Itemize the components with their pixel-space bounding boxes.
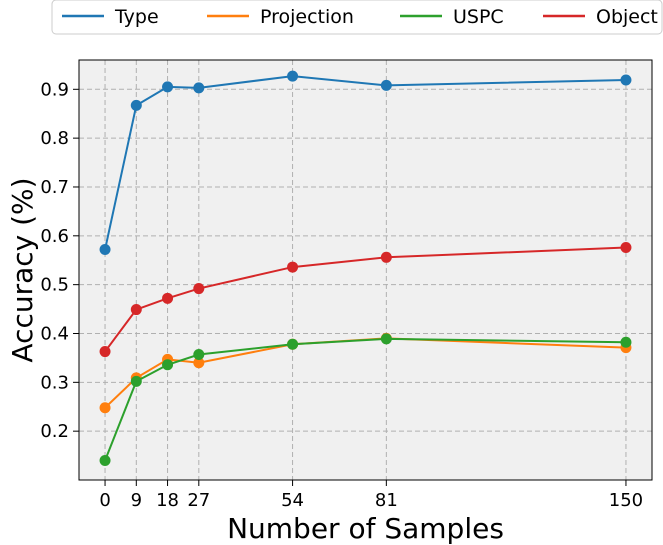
data-point-object — [380, 251, 392, 263]
y-axis-label: Accuracy (%) — [6, 177, 39, 362]
data-point-uspc — [130, 375, 142, 387]
data-point-uspc — [162, 359, 174, 371]
data-point-uspc — [287, 338, 299, 350]
series-type — [99, 70, 632, 255]
data-point-object — [162, 292, 174, 304]
data-point-object — [287, 261, 299, 273]
x-tick-label: 81 — [375, 490, 398, 511]
series-layer — [99, 70, 632, 466]
x-tick-label: 9 — [131, 490, 142, 511]
y-tick-label: 0.5 — [40, 275, 69, 296]
data-point-projection — [99, 402, 111, 414]
y-tick-label: 0.9 — [40, 79, 69, 100]
y-axis: 0.2 0.3 0.4 0.5 0.6 0.7 0.8 0.9 — [40, 79, 79, 442]
y-tick-label: 0.7 — [40, 177, 69, 198]
data-point-type — [99, 243, 111, 255]
legend: Type Projection USPC Object — [51, 0, 663, 35]
data-point-object — [193, 283, 205, 295]
data-point-uspc — [620, 336, 632, 348]
x-tick-label: 27 — [187, 490, 210, 511]
data-point-type — [162, 81, 174, 93]
y-tick-label: 0.8 — [40, 128, 69, 149]
x-tick-label: 150 — [609, 490, 643, 511]
data-point-object — [99, 346, 111, 358]
data-point-type — [193, 82, 205, 94]
series-object — [99, 242, 632, 358]
data-point-type — [380, 79, 392, 91]
y-tick-label: 0.6 — [40, 226, 69, 247]
x-tick-label: 54 — [281, 490, 304, 511]
legend-label-uspc: USPC — [453, 6, 504, 28]
data-point-object — [130, 304, 142, 316]
x-axis: 0 9 18 27 54 81 150 — [99, 480, 643, 511]
data-point-uspc — [380, 333, 392, 345]
series-uspc — [99, 333, 632, 466]
legend-label-type: Type — [114, 6, 159, 28]
legend-label-projection: Projection — [260, 6, 354, 28]
y-tick-label: 0.4 — [40, 323, 69, 344]
plot-area — [79, 60, 652, 480]
legend-box — [51, 0, 663, 35]
x-tick-label: 0 — [99, 490, 110, 511]
y-tick-label: 0.3 — [40, 372, 69, 393]
plot-frame — [78, 59, 653, 481]
x-tick-label: 18 — [156, 490, 179, 511]
data-point-type — [287, 70, 299, 82]
data-point-type — [130, 99, 142, 111]
x-axis-label: Number of Samples — [227, 512, 504, 545]
data-point-uspc — [99, 454, 111, 466]
data-point-projection — [193, 357, 205, 369]
y-tick-label: 0.2 — [40, 421, 69, 442]
data-point-type — [620, 74, 632, 86]
data-point-uspc — [193, 348, 205, 360]
data-point-object — [620, 242, 632, 254]
legend-label-object: Object — [596, 6, 658, 28]
